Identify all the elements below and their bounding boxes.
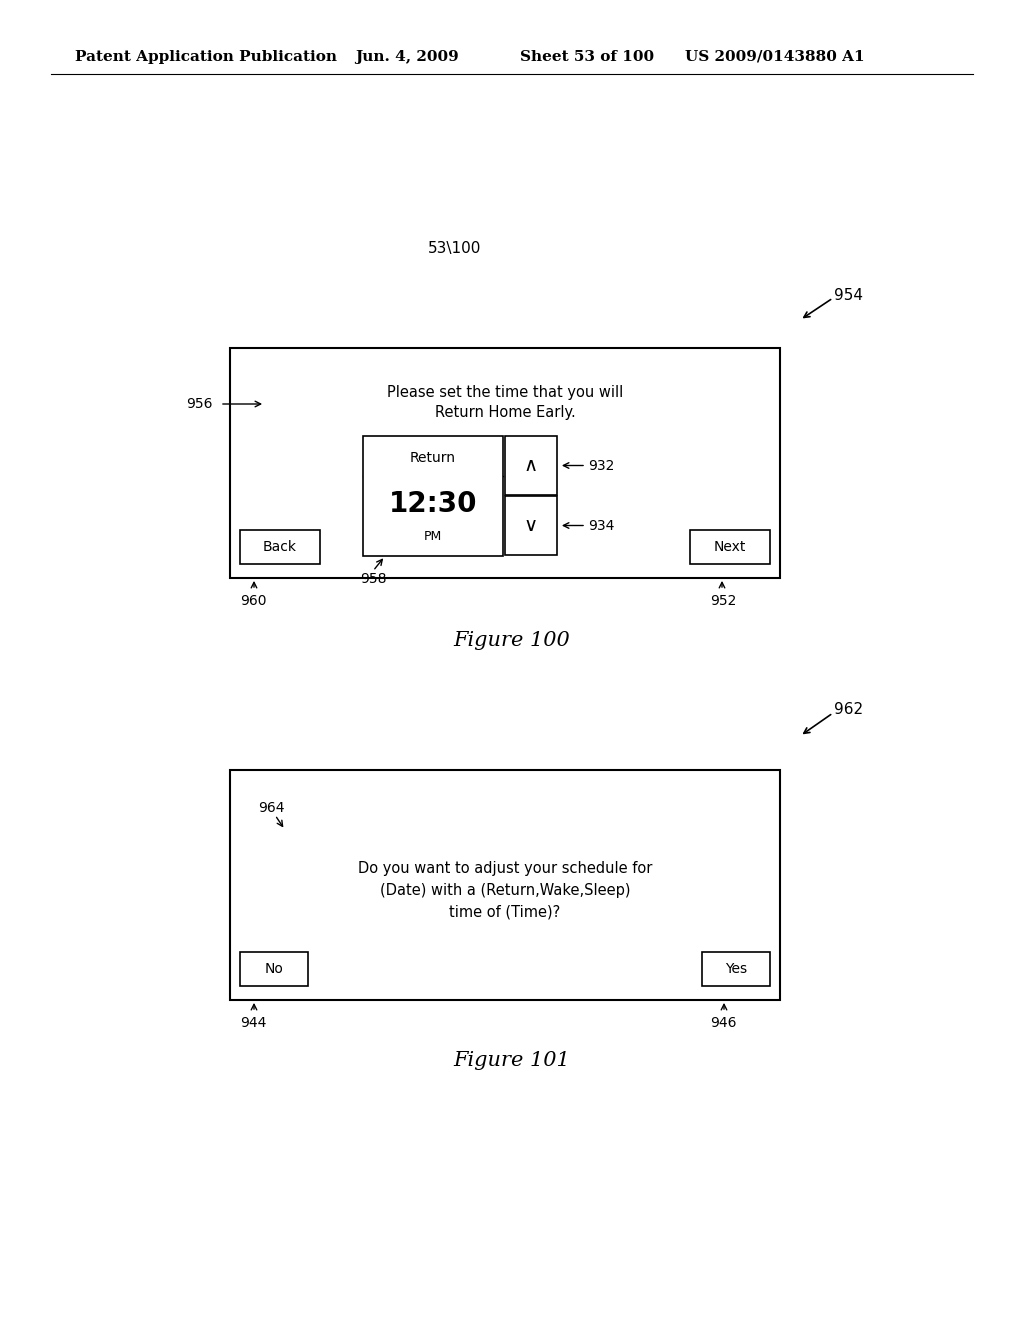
Text: 958: 958 <box>360 572 386 586</box>
Text: 956: 956 <box>186 397 213 411</box>
Text: Return Home Early.: Return Home Early. <box>434 405 575 421</box>
Text: US 2009/0143880 A1: US 2009/0143880 A1 <box>685 50 864 63</box>
Text: 944: 944 <box>240 1016 266 1030</box>
Bar <box>240 531 319 564</box>
Text: 960: 960 <box>240 594 266 609</box>
Text: Please set the time that you will: Please set the time that you will <box>387 385 624 400</box>
Text: (Date) with a (Return,Wake,Sleep): (Date) with a (Return,Wake,Sleep) <box>380 883 630 898</box>
Bar <box>702 952 770 986</box>
Bar <box>230 348 780 578</box>
Text: Next: Next <box>714 540 746 554</box>
Text: Sheet 53 of 100: Sheet 53 of 100 <box>520 50 654 63</box>
Text: Do you want to adjust your schedule for: Do you want to adjust your schedule for <box>357 861 652 875</box>
Bar <box>690 531 770 564</box>
Text: Jun. 4, 2009: Jun. 4, 2009 <box>355 50 459 63</box>
Text: ∨: ∨ <box>524 516 539 535</box>
Text: 946: 946 <box>710 1016 736 1030</box>
Text: 12:30: 12:30 <box>389 490 477 517</box>
Text: 934: 934 <box>588 519 614 532</box>
Text: 932: 932 <box>588 458 614 473</box>
Text: 952: 952 <box>710 594 736 609</box>
Text: No: No <box>264 962 284 975</box>
Text: time of (Time)?: time of (Time)? <box>450 904 560 920</box>
Bar <box>230 770 780 1001</box>
Text: ∧: ∧ <box>524 455 539 475</box>
Bar <box>505 436 557 495</box>
Text: 962: 962 <box>834 702 863 718</box>
Text: 964: 964 <box>258 801 285 814</box>
Text: Figure 100: Figure 100 <box>454 631 570 649</box>
Text: Patent Application Publication: Patent Application Publication <box>75 50 337 63</box>
Bar <box>240 952 308 986</box>
Text: 954: 954 <box>834 288 863 302</box>
Text: 53\100: 53\100 <box>428 240 481 256</box>
Text: Yes: Yes <box>725 962 748 975</box>
Bar <box>505 496 557 554</box>
Text: Return: Return <box>410 451 456 465</box>
Text: PM: PM <box>424 529 442 543</box>
Text: Back: Back <box>263 540 297 554</box>
Text: Figure 101: Figure 101 <box>454 1051 570 1069</box>
Bar <box>362 436 503 556</box>
